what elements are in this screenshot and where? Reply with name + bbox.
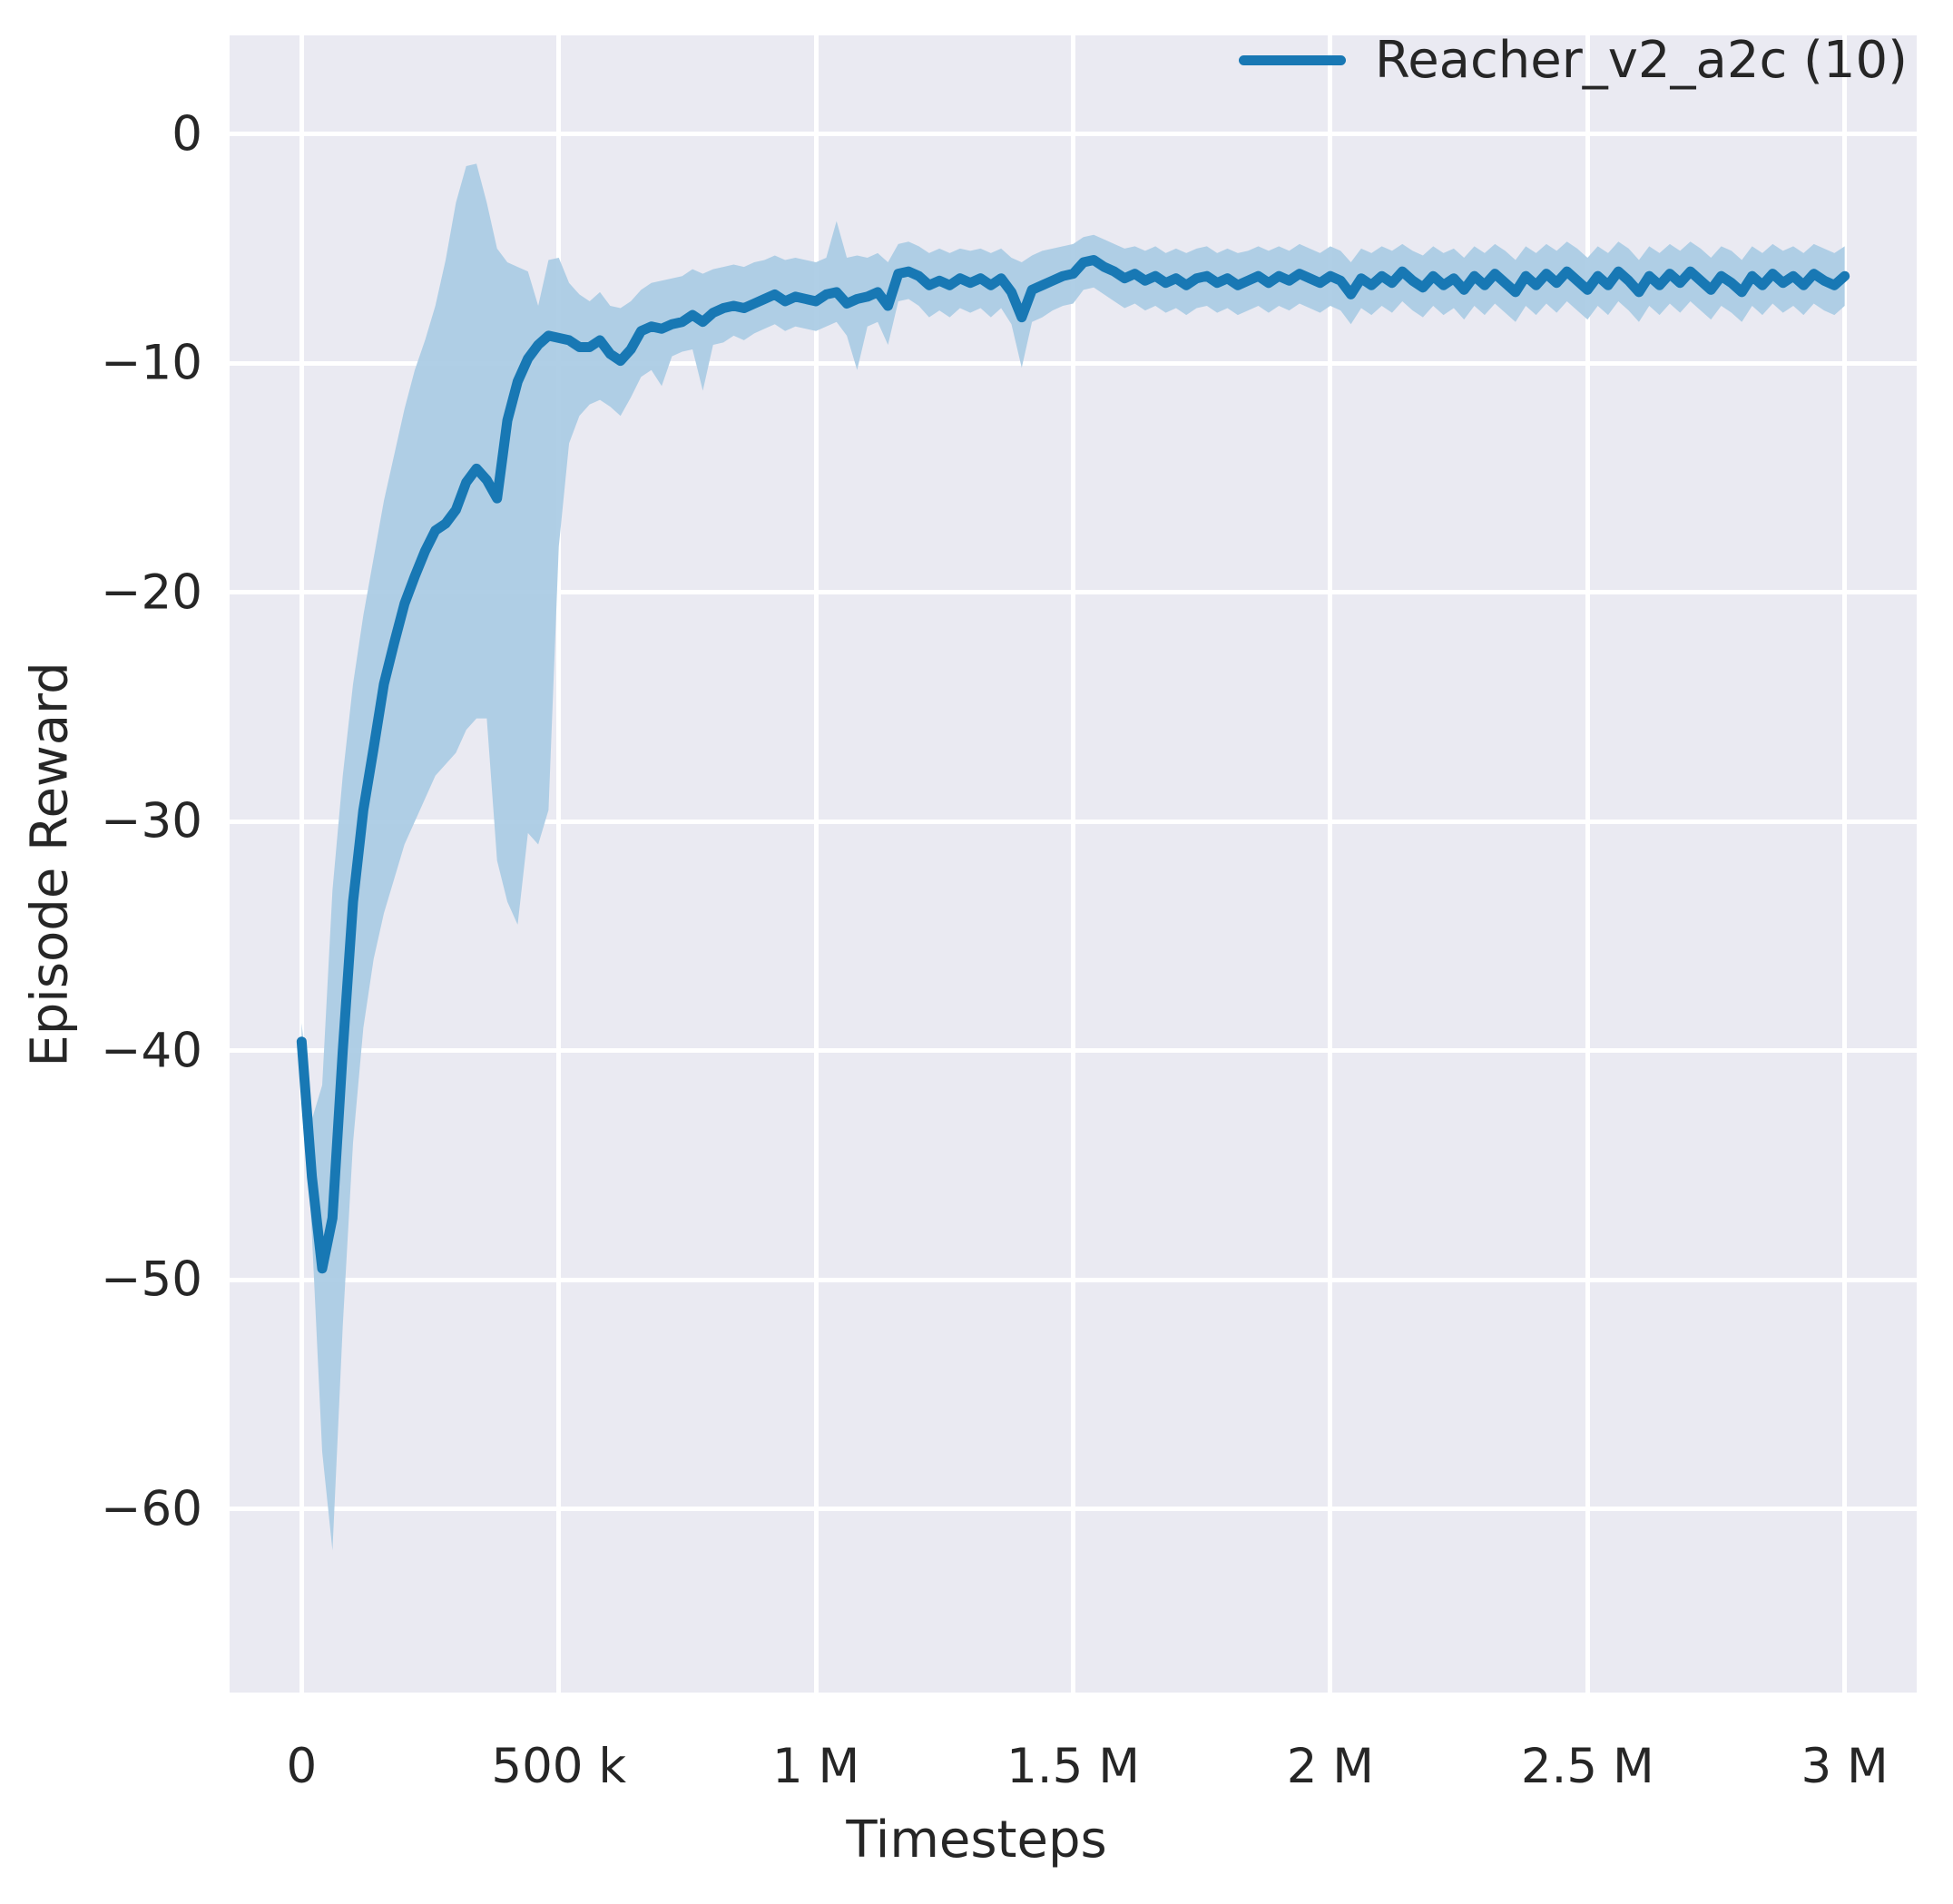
x-tick-label-4: 2 M	[1286, 1739, 1375, 1794]
plot-area	[230, 35, 1917, 1693]
y-tick-label-5: −50	[101, 1251, 202, 1308]
gridline-x-1	[556, 35, 562, 1693]
x-tick-label-3: 1.5 M	[1006, 1739, 1140, 1794]
y-axis-title: Episode Reward	[20, 662, 80, 1067]
y-tick-label-2: −20	[101, 564, 202, 621]
x-tick-label-5: 2.5 M	[1520, 1739, 1654, 1794]
gridline-x-4	[1328, 35, 1333, 1693]
legend: Reacher_v2_a2c (10)	[1230, 25, 1917, 95]
gridline-x-2	[813, 35, 819, 1693]
x-axis-title: Timesteps	[846, 1811, 1107, 1870]
legend-line-swatch	[1238, 55, 1346, 65]
x-tick-label-0: 0	[286, 1739, 318, 1794]
x-tick-label-6: 3 M	[1801, 1739, 1889, 1794]
gridline-x-0	[299, 35, 304, 1693]
gridline-x-3	[1071, 35, 1075, 1693]
confidence-band	[301, 163, 1845, 1551]
y-tick-label-3: −30	[101, 793, 202, 849]
y-tick-label-4: −40	[101, 1023, 202, 1079]
gridline-x-6	[1842, 35, 1848, 1693]
y-tick-label-0: 0	[172, 106, 202, 162]
gridline-x-5	[1585, 35, 1590, 1693]
y-tick-label-6: −60	[101, 1481, 202, 1537]
x-tick-label-1: 500 k	[491, 1739, 627, 1794]
y-tick-label-1: −10	[101, 335, 202, 391]
x-tick-label-2: 1 M	[771, 1739, 860, 1794]
legend-label: Reacher_v2_a2c (10)	[1374, 31, 1908, 90]
mean-line	[296, 255, 1850, 1274]
series-plot	[296, 163, 1850, 1551]
